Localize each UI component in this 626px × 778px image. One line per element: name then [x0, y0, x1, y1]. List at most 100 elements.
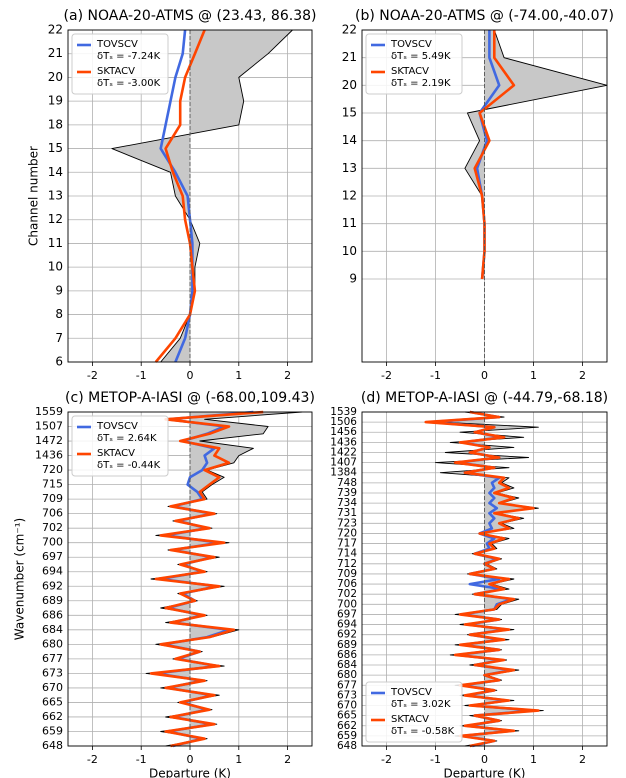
- line: [154, 29, 206, 363]
- line: [435, 411, 544, 747]
- y-tick-label: 723: [337, 517, 357, 529]
- y-tick-label: 20: [342, 78, 357, 92]
- y-tick-label: 1539: [330, 406, 357, 418]
- legend-label: TOVSCV: [96, 421, 138, 432]
- y-tick-label: 21: [342, 50, 357, 64]
- y-tick-label: 689: [42, 594, 63, 607]
- y-tick-label: 706: [337, 578, 357, 590]
- y-tick-label: 10: [342, 244, 357, 258]
- y-tick-label: 11: [48, 236, 63, 250]
- y-tick-label: 9: [55, 283, 63, 297]
- y-tick-label: 1436: [35, 449, 63, 462]
- legend-note: δTₛ = -7.24K: [97, 51, 161, 62]
- x-tick-label: 0: [187, 369, 194, 382]
- y-tick-label: 6: [55, 355, 63, 369]
- y-tick-label: 686: [337, 649, 357, 661]
- y-tick-label: 700: [42, 536, 63, 549]
- x-tick-label: 0: [481, 369, 488, 382]
- y-tick-label: 665: [337, 710, 357, 722]
- y-tick-label: 648: [337, 740, 357, 752]
- line: [149, 410, 264, 748]
- legend-note: δTₛ = 5.49K: [391, 51, 451, 62]
- line: [424, 410, 540, 748]
- x-tick-label: -2: [381, 369, 392, 382]
- area: [111, 30, 293, 362]
- y-tick-label: 659: [42, 724, 63, 737]
- legend-note: δTₛ = -0.58K: [391, 726, 455, 737]
- y-tick-label: 692: [337, 629, 357, 641]
- y-tick-label: 22: [48, 23, 63, 37]
- x-tick-label: 1: [235, 369, 242, 382]
- y-tick-label: 1407: [330, 457, 357, 469]
- y-tick-label: 680: [42, 637, 63, 650]
- y-tick-label: 697: [337, 608, 357, 620]
- legend-label: TOVSCV: [96, 39, 138, 50]
- panel-title: (b) NOAA-20-ATMS @ (-74.00,-40.07): [355, 8, 614, 24]
- y-tick-label: 748: [337, 477, 357, 489]
- x-tick-label: -2: [87, 753, 98, 766]
- x-tick-label: 1: [530, 369, 537, 382]
- axes-frame: [67, 29, 313, 363]
- y-tick-label: 697: [42, 550, 63, 563]
- legend-box: [71, 415, 169, 477]
- y-tick-label: 11: [342, 216, 357, 230]
- x-tick-label: 2: [579, 753, 586, 766]
- legend-box: [365, 33, 463, 95]
- panel: 6486596626656706736776806846866896926946…: [330, 390, 608, 778]
- y-tick-label: 662: [42, 710, 63, 723]
- y-axis-label: Channel number: [27, 146, 41, 246]
- legend-note: δTₛ = 2.19K: [391, 78, 451, 89]
- y-tick-label: 662: [337, 720, 357, 732]
- legend-note: δTₛ = 2.64K: [97, 433, 157, 444]
- legend-box: [365, 681, 463, 743]
- x-tick-label: -1: [430, 369, 441, 382]
- y-tick-label: 1456: [330, 426, 357, 438]
- y-tick-label: 677: [337, 679, 357, 691]
- x-axis-label: Departure (K): [149, 767, 231, 778]
- y-tick-label: 15: [48, 141, 63, 155]
- y-tick-label: 10: [48, 260, 63, 274]
- y-tick-label: 709: [337, 568, 357, 580]
- y-tick-label: 19: [48, 94, 63, 108]
- y-tick-label: 739: [337, 487, 357, 499]
- y-tick-label: 700: [337, 598, 357, 610]
- x-tick-label: -1: [136, 369, 147, 382]
- y-tick-label: 684: [42, 623, 63, 636]
- y-tick-label: 692: [42, 579, 63, 592]
- x-tick-label: 1: [235, 753, 242, 766]
- y-tick-label: 673: [42, 666, 63, 679]
- y-tick-label: 712: [337, 558, 357, 570]
- y-tick-label: 734: [337, 497, 357, 509]
- y-tick-label: 648: [42, 739, 63, 752]
- y-tick-label: 1384: [330, 467, 357, 479]
- y-tick-label: 720: [337, 527, 357, 539]
- legend-label: SKTACV: [97, 66, 135, 77]
- x-tick-label: 0: [187, 753, 194, 766]
- panel-title: (c) METOP-A-IASI @ (-68.00,109.43): [65, 390, 315, 406]
- y-tick-label: 714: [337, 548, 357, 560]
- y-tick-label: 717: [337, 538, 357, 550]
- panel-title: (d) METOP-A-IASI @ (-44.79,-68.18): [361, 390, 608, 406]
- y-tick-label: 13: [48, 189, 63, 203]
- y-tick-label: 7: [55, 331, 63, 345]
- area: [464, 30, 607, 279]
- legend-note: δTₛ = -3.00K: [97, 78, 161, 89]
- legend-note: δTₛ = -0.44K: [97, 460, 161, 471]
- y-tick-label: 14: [342, 133, 357, 147]
- y-tick-label: 689: [337, 639, 357, 651]
- area: [435, 412, 544, 746]
- y-tick-label: 665: [42, 695, 63, 708]
- x-axis-label: Departure (K): [444, 767, 526, 778]
- y-tick-label: 680: [337, 669, 357, 681]
- y-tick-label: 659: [337, 730, 357, 742]
- x-tick-label: -1: [136, 753, 147, 766]
- legend-label: TOVSCV: [390, 39, 432, 50]
- y-tick-label: 1559: [35, 405, 63, 418]
- panel: 6486596626656706736776806846866896926946…: [13, 390, 315, 778]
- legend-label: SKTACV: [391, 66, 429, 77]
- legend-box: [71, 33, 169, 95]
- y-axis-label: Wavenumber (cm⁻¹): [13, 518, 27, 640]
